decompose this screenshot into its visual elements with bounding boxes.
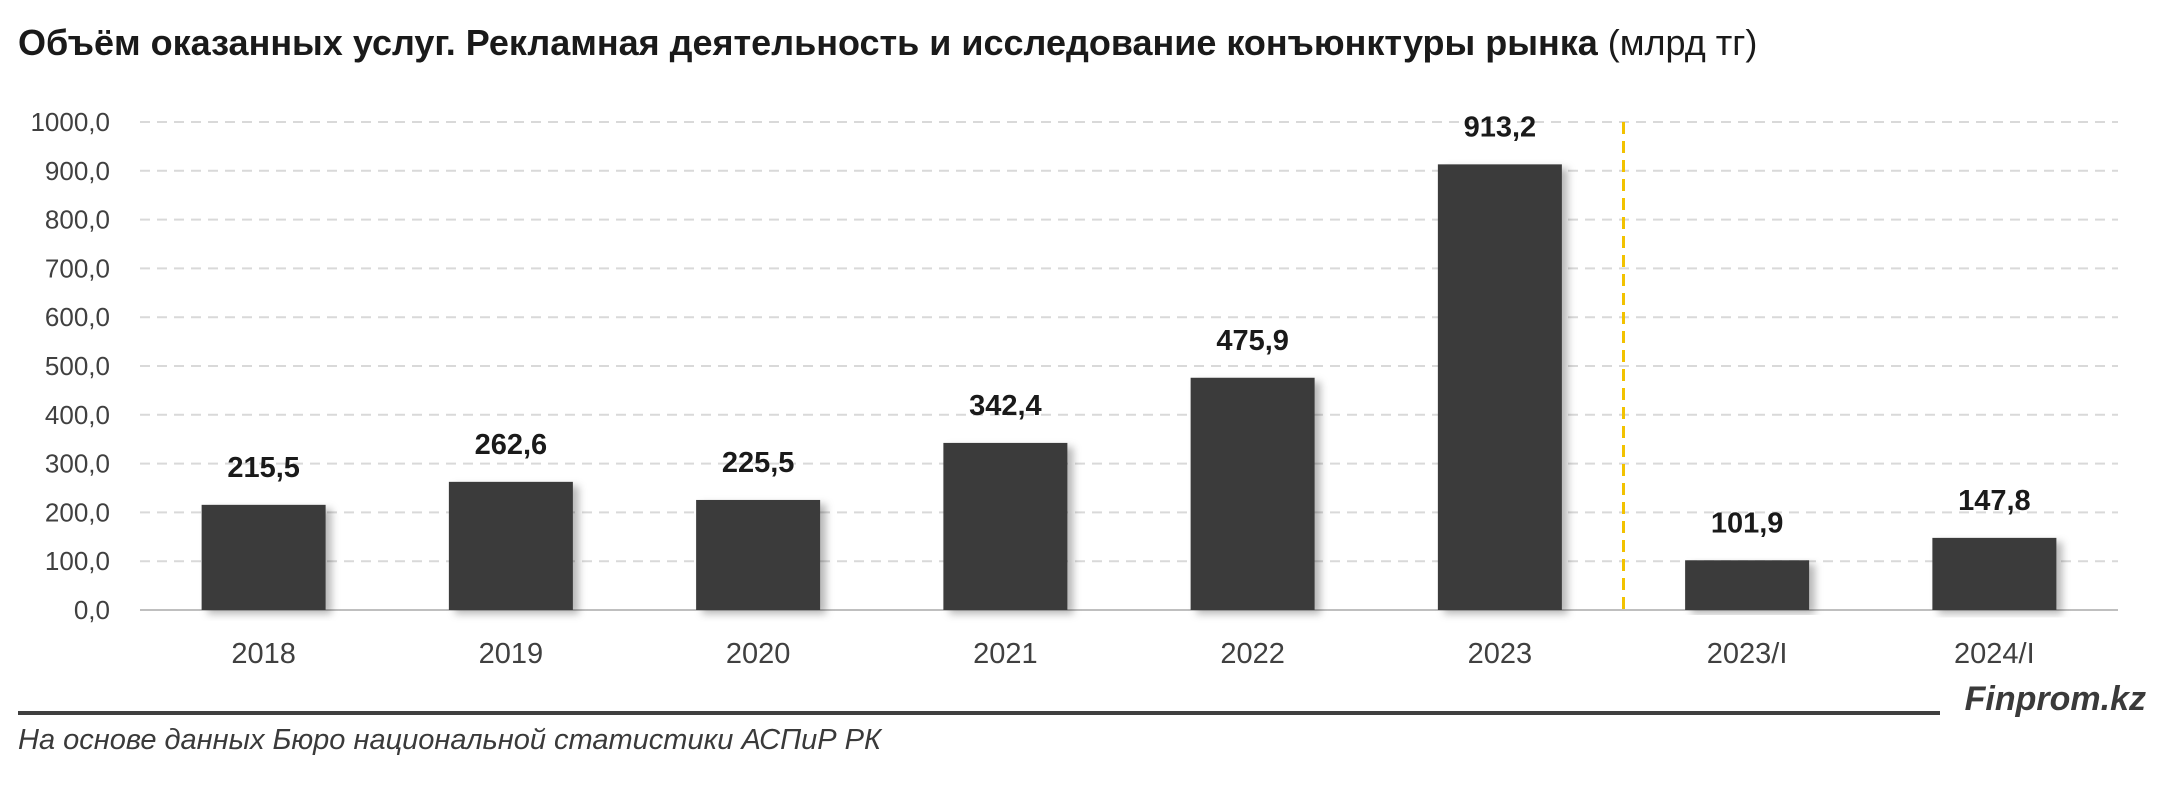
x-tick-label: 2020 — [726, 638, 791, 670]
x-tick-label: 2024/I — [1954, 638, 2035, 670]
gridlines — [140, 121, 2118, 611]
data-label: 101,9 — [1711, 507, 1784, 539]
chart-title-unit: (млрд тг) — [1607, 22, 1758, 63]
x-axis-tick-labels: 2018 2019 2020 2021 2022 2023 2023/I 2024/I — [231, 638, 2034, 670]
x-tick-label: 2018 — [231, 638, 296, 670]
y-tick-label: 900,0 — [45, 156, 110, 186]
y-tick-label: 1000,0 — [30, 107, 110, 137]
data-label: 225,5 — [722, 447, 795, 479]
bar — [1437, 164, 1562, 610]
footer-divider — [18, 711, 1940, 715]
y-axis-tick-labels: 0,0 100,0 200,0 300,0 400,0 500,0 600,0 700,0 80… — [30, 107, 110, 625]
x-tick-label: 2022 — [1220, 638, 1285, 670]
x-tick-label: 2021 — [973, 638, 1038, 670]
source-note: На основе данных Бюро национальной стати… — [18, 724, 882, 756]
bar — [1932, 537, 2057, 610]
y-tick-label: 0,0 — [74, 595, 110, 625]
y-tick-label: 500,0 — [45, 351, 110, 381]
y-tick-label: 200,0 — [45, 497, 110, 527]
bar — [1685, 560, 1810, 610]
data-label: 147,8 — [1958, 485, 2031, 517]
y-tick-label: 800,0 — [45, 205, 110, 235]
data-label: 342,4 — [969, 390, 1042, 422]
x-tick-label: 2023/I — [1707, 638, 1788, 670]
bar — [943, 442, 1068, 610]
data-label: 215,5 — [227, 452, 300, 484]
chart-title: Объём оказанных услуг. Рекламная деятель… — [18, 22, 1757, 64]
brand-logo: Finprom.kz — [1964, 680, 2146, 718]
x-tick-label: 2019 — [479, 638, 544, 670]
y-tick-label: 700,0 — [45, 253, 110, 283]
x-tick-label: 2023 — [1468, 638, 1533, 670]
bar — [696, 499, 821, 610]
y-tick-label: 300,0 — [45, 449, 110, 479]
bar — [201, 504, 326, 610]
y-tick-label: 100,0 — [45, 546, 110, 576]
chart-title-main: Объём оказанных услуг. Рекламная деятель… — [18, 22, 1598, 63]
bar — [448, 481, 573, 610]
y-tick-label: 600,0 — [45, 302, 110, 332]
data-label: 475,9 — [1216, 325, 1289, 357]
data-label: 913,2 — [1464, 111, 1537, 143]
data-label: 262,6 — [475, 429, 548, 461]
bar — [1190, 377, 1315, 610]
y-tick-label: 400,0 — [45, 400, 110, 430]
data-labels: 215,5 262,6 225,5 342,4 475,9 913,2 101,9 147,8 — [227, 111, 2030, 539]
bars — [201, 164, 2057, 610]
